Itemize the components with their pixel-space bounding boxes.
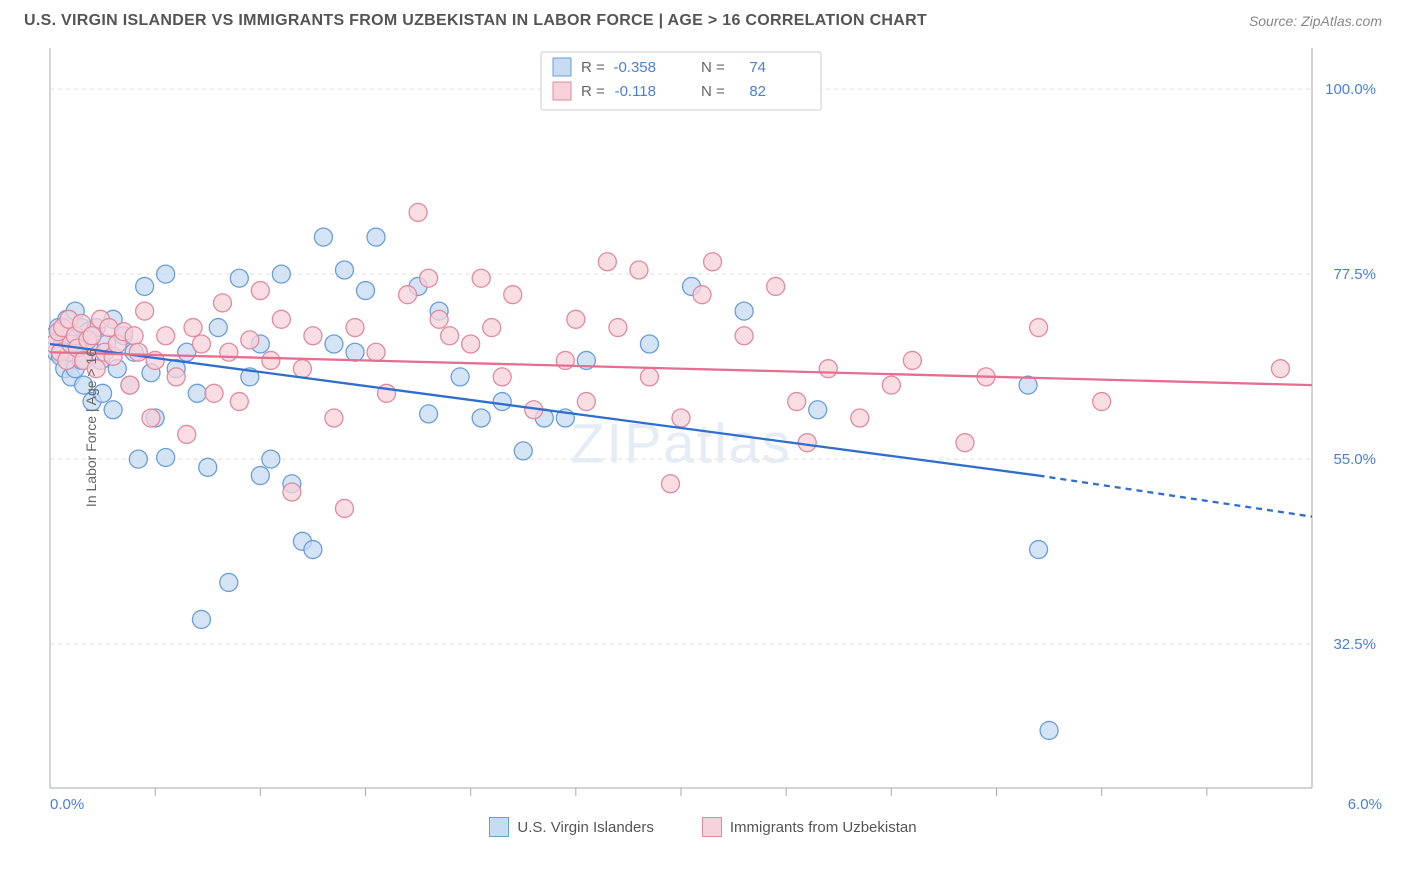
title-bar: U.S. VIRGIN ISLANDER VS IMMIGRANTS FROM … bbox=[0, 0, 1406, 38]
svg-text:-0.118: -0.118 bbox=[615, 83, 656, 100]
svg-text:R =: R = bbox=[581, 59, 605, 76]
svg-text:-0.358: -0.358 bbox=[613, 59, 656, 76]
plot-area: In Labor Force | Age > 16 32.5%55.0%77.5… bbox=[48, 38, 1382, 818]
svg-text:32.5%: 32.5% bbox=[1333, 636, 1376, 653]
svg-text:74: 74 bbox=[749, 59, 766, 76]
svg-text:55.0%: 55.0% bbox=[1333, 451, 1376, 468]
legend-label-usvi: U.S. Virgin Islanders bbox=[517, 819, 653, 836]
svg-text:82: 82 bbox=[749, 83, 766, 100]
correlation-chart: 32.5%55.0%77.5%100.0%ZIPatlasR =-0.358N … bbox=[48, 38, 1382, 818]
svg-text:77.5%: 77.5% bbox=[1333, 266, 1376, 283]
legend-label-uzbekistan: Immigrants from Uzbekistan bbox=[730, 819, 917, 836]
legend-item-usvi: U.S. Virgin Islanders bbox=[489, 817, 653, 837]
legend-swatch-uzbekistan bbox=[702, 817, 722, 837]
source-credit: Source: ZipAtlas.com bbox=[1249, 13, 1382, 29]
svg-text:R =: R = bbox=[581, 83, 605, 100]
legend-item-uzbekistan: Immigrants from Uzbekistan bbox=[702, 817, 917, 837]
svg-text:N =: N = bbox=[701, 59, 725, 76]
chart-title: U.S. VIRGIN ISLANDER VS IMMIGRANTS FROM … bbox=[24, 12, 927, 30]
bottom-legend: U.S. Virgin Islanders Immigrants from Uz… bbox=[0, 817, 1406, 837]
y-axis-label: In Labor Force | Age > 16 bbox=[83, 349, 99, 507]
legend-swatch-usvi bbox=[489, 817, 509, 837]
svg-text:100.0%: 100.0% bbox=[1325, 81, 1376, 98]
svg-text:N =: N = bbox=[701, 83, 725, 100]
